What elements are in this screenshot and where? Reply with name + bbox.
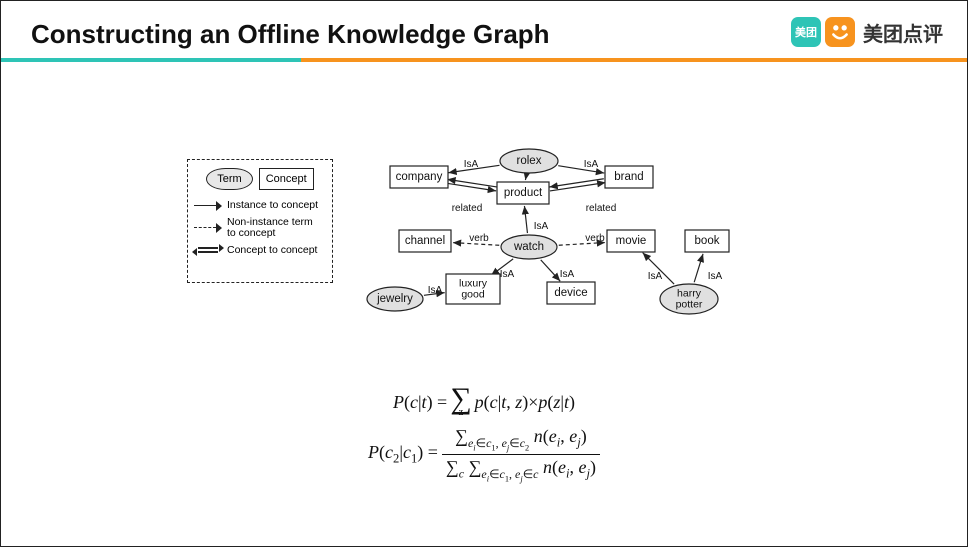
svg-text:company: company xyxy=(396,171,443,183)
legend-term: Term xyxy=(206,168,252,190)
sum-symbol: ∑ z xyxy=(450,387,471,418)
svg-text:verb: verb xyxy=(585,233,605,244)
svg-text:jewelry: jewelry xyxy=(376,293,413,305)
legend-label: Instance to concept xyxy=(227,200,318,212)
legend-concept: Concept xyxy=(259,168,314,190)
dianping-icon xyxy=(825,17,855,47)
svg-text:IsA: IsA xyxy=(534,221,549,232)
svg-text:related: related xyxy=(586,203,617,214)
svg-text:movie: movie xyxy=(616,235,647,247)
formulas: P(c|t) = ∑ z p(c|t, z)×p(z|t) P(c2|c1) =… xyxy=(1,379,967,491)
brand-text: 美团点评 xyxy=(863,18,943,47)
svg-text:related: related xyxy=(452,203,483,214)
arrow-double-icon xyxy=(194,245,222,255)
legend-item: Non-instance term to concept xyxy=(194,217,326,240)
orange-rule xyxy=(301,58,967,62)
meituan-icon: 美团 xyxy=(791,17,821,47)
knowledge-graph-diagram: Term Concept Instance to concept Non-ins… xyxy=(187,141,783,341)
denominator: ∑c ∑ei∈c1, ej∈c n(ei, ej) xyxy=(442,457,600,483)
legend-label: Concept to concept xyxy=(227,245,317,257)
svg-text:IsA: IsA xyxy=(428,285,443,296)
svg-text:product: product xyxy=(504,187,543,199)
svg-text:good: good xyxy=(461,288,485,300)
svg-text:device: device xyxy=(554,287,587,299)
svg-text:IsA: IsA xyxy=(648,271,663,282)
svg-text:IsA: IsA xyxy=(560,269,575,280)
svg-text:watch: watch xyxy=(513,241,544,253)
svg-text:verb: verb xyxy=(469,233,489,244)
graph-svg: rolex company brand product watch channel movi… xyxy=(337,141,783,341)
svg-text:channel: channel xyxy=(405,235,445,247)
legend: Term Concept Instance to concept Non-ins… xyxy=(187,159,333,283)
divider-rule xyxy=(1,58,967,62)
brand-logos: 美团 美团点评 xyxy=(791,17,943,47)
svg-text:potter: potter xyxy=(676,298,703,310)
teal-rule xyxy=(1,58,303,62)
svg-text:IsA: IsA xyxy=(500,269,515,280)
f2-lhs: P(c2|c1) = xyxy=(368,442,438,467)
svg-text:brand: brand xyxy=(614,171,643,183)
formula-2: P(c2|c1) = ∑ei∈c1, ej∈c2 n(ei, ej) ∑c ∑e… xyxy=(1,426,967,483)
f1-rhs: p(c|t, z)×p(z|t) xyxy=(475,392,575,413)
legend-item: Concept to concept xyxy=(194,245,326,257)
svg-text:book: book xyxy=(695,235,720,247)
formula-1: P(c|t) = ∑ z p(c|t, z)×p(z|t) xyxy=(1,387,967,418)
numerator: ∑ei∈c1, ej∈c2 n(ei, ej) xyxy=(451,426,591,452)
svg-text:IsA: IsA xyxy=(708,271,723,282)
svg-text:IsA: IsA xyxy=(464,159,479,170)
arrow-dash-icon xyxy=(194,223,222,233)
fraction: ∑ei∈c1, ej∈c2 n(ei, ej) ∑c ∑ei∈c1, ej∈c … xyxy=(442,426,600,483)
legend-label: Non-instance term to concept xyxy=(227,217,313,240)
svg-text:IsA: IsA xyxy=(584,159,599,170)
f1-lhs: P(c|t) = xyxy=(393,392,447,413)
svg-text:rolex: rolex xyxy=(517,155,542,167)
legend-item: Instance to concept xyxy=(194,200,326,212)
arrow-solid-icon xyxy=(194,201,222,211)
